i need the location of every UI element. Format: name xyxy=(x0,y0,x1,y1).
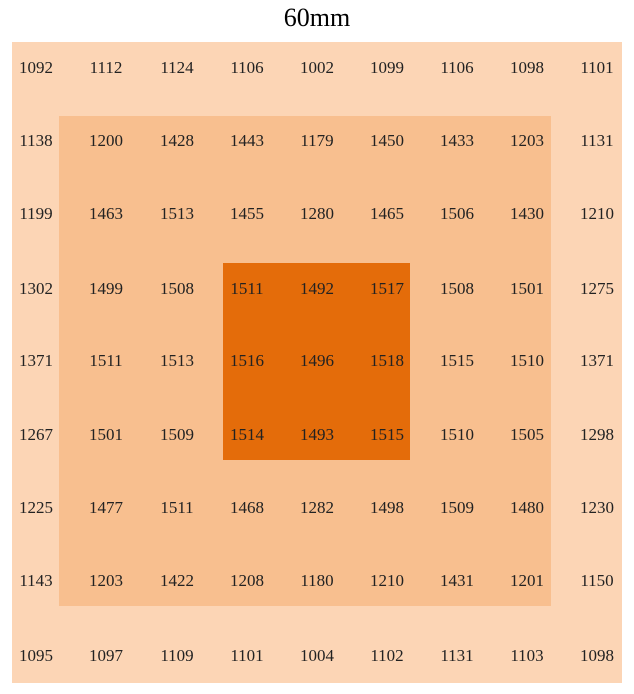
cell-value: 1501 xyxy=(510,279,544,298)
cell-value: 1477 xyxy=(89,498,124,517)
cell-value: 1492 xyxy=(300,279,334,298)
cell-value: 1230 xyxy=(580,498,614,517)
cell-value: 1004 xyxy=(300,646,335,665)
cell-value: 1102 xyxy=(370,646,403,665)
cell-value: 1509 xyxy=(160,425,194,444)
cell-value: 1002 xyxy=(300,58,334,77)
cell-value: 1109 xyxy=(160,646,193,665)
cell-value: 1112 xyxy=(90,58,123,77)
cell-value: 1511 xyxy=(89,351,122,370)
cell-value: 1468 xyxy=(230,498,264,517)
cell-value: 1092 xyxy=(19,58,53,77)
cell-value: 1097 xyxy=(89,646,124,665)
cell-value: 1106 xyxy=(440,58,473,77)
cell-value: 1499 xyxy=(89,279,123,298)
cell-value: 1143 xyxy=(19,571,52,590)
cell-value: 1131 xyxy=(440,646,473,665)
cell-value: 1430 xyxy=(510,204,544,223)
cell-value: 1433 xyxy=(440,131,474,150)
cell-value: 1431 xyxy=(440,571,474,590)
cell-value: 1150 xyxy=(580,571,613,590)
cell-value: 1225 xyxy=(19,498,53,517)
cell-value: 1098 xyxy=(580,646,614,665)
cell-value: 1498 xyxy=(370,498,404,517)
cell-value: 1463 xyxy=(89,204,123,223)
cell-value: 1203 xyxy=(510,131,544,150)
cell-value: 1506 xyxy=(440,204,474,223)
cell-value: 1443 xyxy=(230,131,264,150)
cell-value: 1505 xyxy=(510,425,544,444)
cell-value: 1138 xyxy=(19,131,52,150)
cell-value: 1510 xyxy=(440,425,474,444)
cell-value: 1509 xyxy=(440,498,474,517)
cell-value: 1513 xyxy=(160,351,194,370)
cell-value: 1179 xyxy=(300,131,333,150)
cell-value: 1501 xyxy=(89,425,123,444)
cell-value: 1101 xyxy=(230,646,263,665)
cell-value: 1480 xyxy=(510,498,544,517)
cell-value: 1208 xyxy=(230,571,264,590)
cell-value: 1465 xyxy=(370,204,404,223)
cell-value: 1302 xyxy=(19,279,53,298)
cell-value: 1514 xyxy=(230,425,265,444)
cell-value: 1103 xyxy=(510,646,543,665)
cell-value: 1199 xyxy=(19,204,52,223)
cell-value: 1515 xyxy=(440,351,474,370)
cell-value: 1298 xyxy=(580,425,614,444)
cell-value: 1515 xyxy=(370,425,404,444)
cell-value: 1267 xyxy=(19,425,54,444)
cell-value: 1508 xyxy=(440,279,474,298)
cell-value: 1210 xyxy=(580,204,614,223)
cell-value: 1455 xyxy=(230,204,264,223)
cell-value: 1124 xyxy=(160,58,194,77)
cell-value: 1098 xyxy=(510,58,544,77)
cell-value: 1275 xyxy=(580,279,614,298)
cell-value: 1516 xyxy=(230,351,264,370)
cell-value: 1210 xyxy=(370,571,404,590)
cell-value: 1517 xyxy=(370,279,405,298)
title: 60mm xyxy=(284,3,350,32)
cell-value: 1428 xyxy=(160,131,194,150)
cell-value: 1203 xyxy=(89,571,123,590)
cell-value: 1450 xyxy=(370,131,404,150)
cell-value: 1200 xyxy=(89,131,123,150)
cell-value: 1510 xyxy=(510,351,544,370)
cell-value: 1422 xyxy=(160,571,194,590)
cell-value: 1508 xyxy=(160,279,194,298)
cell-value: 1371 xyxy=(580,351,614,370)
cell-value: 1496 xyxy=(300,351,334,370)
inner-zone xyxy=(223,263,410,460)
cell-value: 1131 xyxy=(580,131,613,150)
cell-value: 1511 xyxy=(160,498,193,517)
cell-value: 1511 xyxy=(230,279,263,298)
cell-value: 1280 xyxy=(300,204,334,223)
cell-value: 1095 xyxy=(19,646,53,665)
cell-value: 1371 xyxy=(19,351,53,370)
cell-value: 1513 xyxy=(160,204,194,223)
cell-value: 1518 xyxy=(370,351,404,370)
cell-value: 1101 xyxy=(580,58,613,77)
cell-value: 1099 xyxy=(370,58,404,77)
cell-value: 1282 xyxy=(300,498,334,517)
cell-value: 1180 xyxy=(300,571,333,590)
cell-value: 1106 xyxy=(230,58,263,77)
cell-value: 1201 xyxy=(510,571,544,590)
cell-value: 1493 xyxy=(300,425,334,444)
